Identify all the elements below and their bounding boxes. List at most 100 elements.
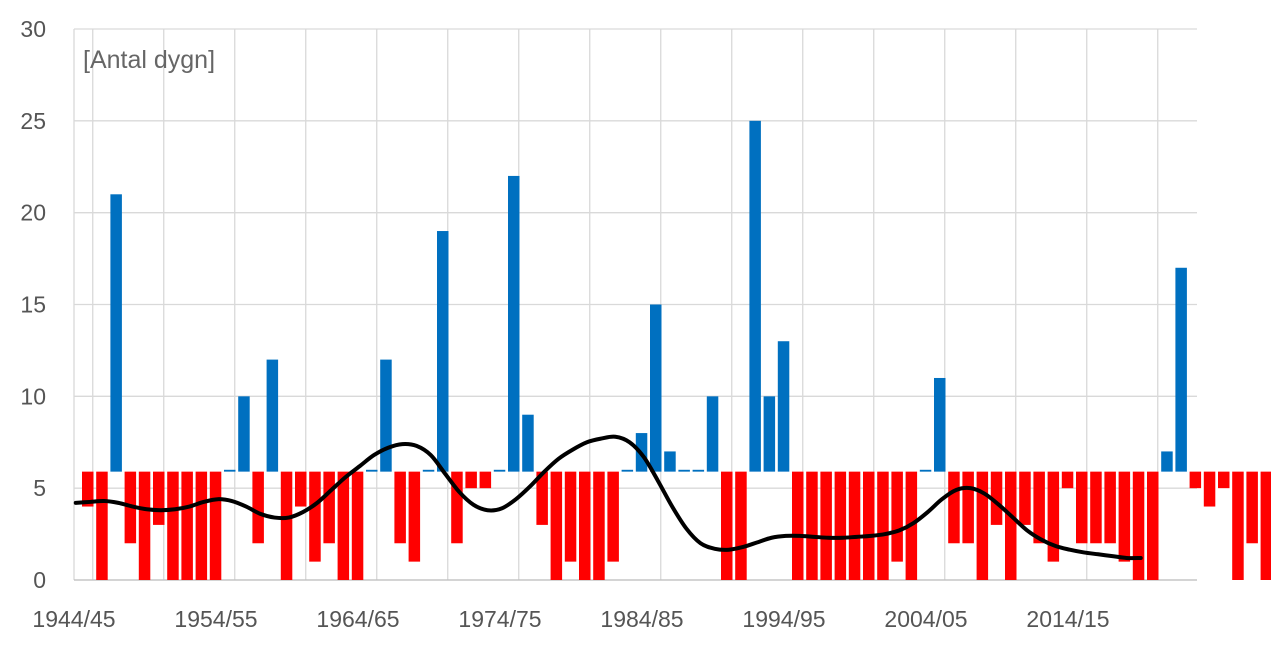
bar-below-baseline [976, 471, 989, 580]
bar-below-baseline [564, 471, 577, 562]
bar-below-baseline [394, 471, 406, 544]
bar-below-baseline [806, 471, 818, 580]
bar-above-baseline [522, 414, 534, 472]
bar-above-baseline [110, 194, 122, 472]
bar-above-baseline [380, 359, 392, 472]
bar-below-baseline [863, 471, 875, 580]
bar-above-baseline [224, 469, 236, 472]
bar-below-baseline [337, 471, 350, 580]
bar-below-baseline [181, 471, 193, 580]
bar-below-baseline [351, 471, 364, 580]
bar-below-baseline [209, 471, 222, 580]
bar-below-baseline [323, 471, 335, 544]
bar-above-baseline [706, 396, 719, 472]
bar-above-baseline [692, 469, 705, 472]
bar-below-baseline [550, 471, 563, 580]
bar-below-baseline [1104, 471, 1116, 544]
bar-below-baseline [479, 471, 492, 489]
trend-line-layer [73, 434, 1143, 561]
bar-above-baseline [366, 469, 378, 472]
unit-label: [Antal dygn] [83, 46, 215, 74]
bar-below-baseline [96, 471, 108, 580]
bar-below-baseline [138, 471, 151, 580]
bar-above-baseline [437, 231, 449, 472]
bar-below-baseline [848, 471, 861, 580]
y-tick-label: 5 [33, 475, 46, 501]
bar-below-baseline [1019, 471, 1031, 525]
bar-above-baseline [777, 341, 790, 472]
bar-below-baseline [1090, 471, 1102, 544]
bar-above-baseline [621, 469, 634, 472]
bar-below-baseline [792, 471, 804, 580]
x-tick-label: 2014/15 [1026, 606, 1109, 632]
bar-below-baseline [1189, 471, 1202, 489]
bar-below-baseline [1076, 471, 1088, 544]
bar-below-baseline [1033, 471, 1045, 544]
bar-below-baseline [990, 471, 1003, 525]
bar-below-baseline [309, 471, 321, 562]
bar-below-baseline [820, 471, 832, 580]
bar-above-baseline [508, 175, 520, 472]
bar-above-baseline [763, 396, 776, 472]
y-tick-label: 30 [20, 16, 46, 42]
bar-below-baseline [1047, 471, 1060, 562]
bar-below-baseline [891, 471, 903, 562]
bar-below-baseline [408, 471, 421, 562]
bar-above-baseline [422, 469, 435, 472]
bar-below-baseline [1232, 471, 1244, 580]
x-tick-label: 1964/65 [316, 606, 399, 632]
bar-above-baseline [1161, 451, 1173, 472]
y-tick-label: 10 [20, 383, 46, 409]
bar-above-baseline [650, 304, 662, 472]
bar-below-baseline [962, 471, 974, 544]
bar-below-baseline [579, 471, 591, 580]
bar-below-baseline [877, 471, 889, 580]
bar-below-baseline [1218, 471, 1230, 489]
bar-below-baseline [252, 471, 264, 544]
bar-above-baseline [664, 451, 676, 472]
trend-line [73, 434, 1143, 561]
bar-above-baseline [678, 469, 690, 472]
bar-below-baseline [1147, 471, 1159, 580]
bar-below-baseline [607, 471, 619, 562]
x-axis-ticks: 1944/45 1954/55 1964/65 1974/75 1984/85 1994/… [32, 606, 1109, 632]
bar-above-baseline [493, 469, 506, 472]
x-tick-label: 1994/95 [742, 606, 825, 632]
bar-above-baseline [749, 120, 761, 472]
bar-below-baseline [1005, 471, 1017, 580]
bar-above-baseline [238, 396, 250, 472]
x-tick-label: 1954/55 [174, 606, 257, 632]
bar-below-baseline [1132, 471, 1145, 580]
bar-above-baseline [919, 469, 932, 472]
x-tick-label: 1944/45 [32, 606, 115, 632]
bar-below-baseline [1203, 471, 1216, 507]
x-tick-label: 1974/75 [458, 606, 541, 632]
bar-below-baseline [295, 471, 307, 507]
bar-below-baseline [536, 471, 548, 525]
bar-below-baseline [1260, 471, 1271, 580]
y-tick-label: 25 [20, 108, 46, 134]
bar-below-baseline [735, 471, 747, 580]
bar-below-baseline [280, 471, 293, 580]
bar-below-baseline [593, 471, 605, 580]
y-tick-label: 0 [33, 567, 46, 593]
y-axis-ticks: 0 5 10 15 20 25 30 [20, 16, 46, 593]
y-tick-label: 20 [20, 200, 46, 226]
bar-below-baseline [1246, 471, 1258, 544]
bar-below-baseline [834, 471, 847, 580]
bar-below-baseline [167, 471, 179, 580]
bar-above-baseline [934, 377, 946, 472]
bar-below-baseline [1061, 471, 1074, 489]
bar-above-baseline [266, 359, 279, 472]
bar-below-baseline [195, 471, 208, 580]
bar-below-baseline [82, 471, 94, 507]
bar-below-baseline [948, 471, 960, 544]
bar-below-baseline [153, 471, 165, 525]
y-tick-label: 15 [20, 292, 46, 318]
x-tick-label: 1984/85 [600, 606, 683, 632]
bar-below-baseline [465, 471, 477, 489]
x-tick-label: 2004/05 [884, 606, 967, 632]
bar-below-baseline [1118, 471, 1131, 562]
